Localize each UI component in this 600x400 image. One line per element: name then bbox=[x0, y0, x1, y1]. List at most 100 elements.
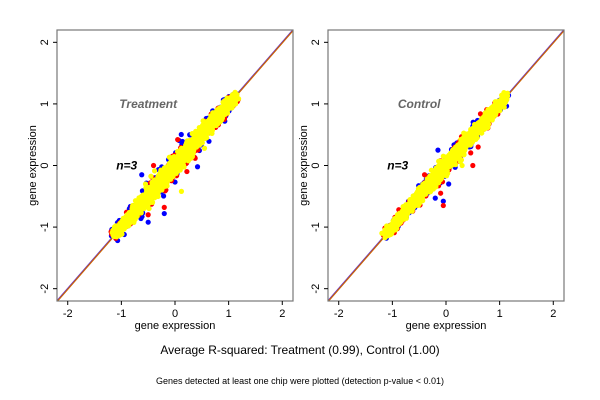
outlier-point bbox=[440, 153, 446, 159]
data-point bbox=[174, 159, 180, 165]
data-point bbox=[442, 164, 448, 170]
outlier-point bbox=[145, 212, 151, 218]
data-point bbox=[492, 99, 498, 105]
data-point bbox=[385, 224, 392, 230]
data-point bbox=[136, 204, 142, 210]
data-point bbox=[407, 198, 414, 204]
x-tick-label: 0 bbox=[443, 308, 449, 320]
data-point bbox=[443, 160, 450, 166]
data-point bbox=[174, 164, 180, 170]
outlier-point bbox=[470, 162, 476, 169]
data-point bbox=[391, 219, 397, 225]
outlier-point bbox=[145, 219, 151, 225]
data-point bbox=[468, 150, 474, 156]
data-point bbox=[224, 100, 231, 106]
data-point bbox=[440, 168, 446, 174]
data-point bbox=[147, 192, 153, 198]
outlier-point bbox=[175, 137, 181, 143]
data-point bbox=[160, 179, 166, 186]
data-point bbox=[230, 94, 237, 100]
data-point bbox=[437, 172, 443, 178]
data-point bbox=[164, 164, 170, 171]
y-tick-label: -1 bbox=[39, 222, 51, 232]
data-point bbox=[118, 225, 125, 232]
y-axis-title: gene expression bbox=[298, 125, 310, 206]
y-tick-label: -2 bbox=[39, 284, 51, 294]
outlier-point bbox=[142, 181, 149, 187]
data-point bbox=[207, 125, 213, 131]
data-point bbox=[184, 138, 190, 144]
data-point bbox=[407, 202, 413, 209]
data-point bbox=[461, 151, 467, 158]
data-point bbox=[392, 224, 399, 230]
data-point bbox=[396, 210, 403, 216]
data-point bbox=[168, 170, 174, 176]
data-point bbox=[420, 198, 426, 204]
data-point bbox=[163, 170, 169, 176]
x-tick-label: -2 bbox=[334, 308, 344, 320]
y-tick-label: 1 bbox=[39, 101, 51, 107]
data-point bbox=[196, 136, 202, 142]
data-point bbox=[437, 168, 443, 174]
sample-count-label: n=3 bbox=[116, 159, 137, 173]
data-point bbox=[114, 230, 120, 236]
x-tick-label: 1 bbox=[226, 308, 232, 320]
points bbox=[108, 89, 242, 244]
data-point bbox=[430, 172, 436, 178]
r-squared-summary: Average R-squared: Treatment (0.99), Con… bbox=[160, 343, 440, 357]
data-point bbox=[169, 165, 175, 171]
data-point bbox=[474, 130, 480, 137]
data-point bbox=[458, 143, 465, 149]
y-axis-title: gene expression bbox=[27, 125, 39, 206]
outlier-point bbox=[201, 145, 208, 151]
y-tick-label: -1 bbox=[310, 222, 322, 232]
data-point bbox=[152, 195, 158, 201]
data-point bbox=[185, 151, 191, 157]
data-point bbox=[189, 137, 196, 143]
outlier-point bbox=[178, 188, 185, 194]
data-point bbox=[126, 215, 132, 221]
data-point bbox=[425, 176, 431, 182]
data-point bbox=[217, 105, 223, 111]
outlier-point bbox=[440, 202, 446, 209]
footnote: Genes detected at least one chip were pl… bbox=[156, 376, 444, 386]
data-point bbox=[461, 130, 467, 136]
outlier-point bbox=[435, 147, 441, 153]
data-point bbox=[412, 201, 419, 207]
data-point bbox=[117, 220, 123, 226]
data-point bbox=[501, 94, 507, 100]
data-point bbox=[154, 184, 160, 190]
series-core bbox=[110, 93, 239, 239]
panel-title: Control bbox=[398, 97, 441, 111]
data-point bbox=[477, 111, 484, 117]
data-point bbox=[402, 205, 408, 211]
data-point bbox=[189, 154, 195, 160]
data-point bbox=[175, 154, 181, 160]
data-point bbox=[454, 150, 460, 156]
data-point bbox=[409, 208, 415, 214]
x-tick-label: 2 bbox=[550, 308, 556, 320]
sample-count-label: n=3 bbox=[387, 159, 408, 173]
data-point bbox=[131, 219, 137, 226]
data-point bbox=[432, 166, 439, 173]
data-point bbox=[143, 198, 149, 205]
panel-treatment: -2 -1 0 1 2 -2 -1 0 1 2 gene expression gene expres… bbox=[27, 29, 294, 332]
panel-control: -2 -1 0 1 2 -2 -1 0 1 2 gene expression gene expres… bbox=[298, 29, 565, 332]
y-tick-label: 0 bbox=[310, 162, 322, 168]
data-point bbox=[449, 147, 456, 154]
data-point bbox=[398, 215, 404, 221]
data-point bbox=[418, 187, 425, 193]
x-axis-title: gene expression bbox=[406, 320, 487, 332]
data-point bbox=[470, 135, 476, 141]
data-point bbox=[150, 184, 156, 190]
outlier-point bbox=[161, 210, 167, 217]
data-point bbox=[454, 142, 461, 148]
data-point bbox=[451, 156, 458, 162]
data-point bbox=[133, 198, 139, 204]
y-tick-label: 1 bbox=[310, 101, 322, 107]
data-point bbox=[413, 193, 419, 199]
series-core bbox=[382, 93, 509, 239]
data-point bbox=[152, 178, 158, 184]
outlier-point bbox=[194, 164, 201, 170]
